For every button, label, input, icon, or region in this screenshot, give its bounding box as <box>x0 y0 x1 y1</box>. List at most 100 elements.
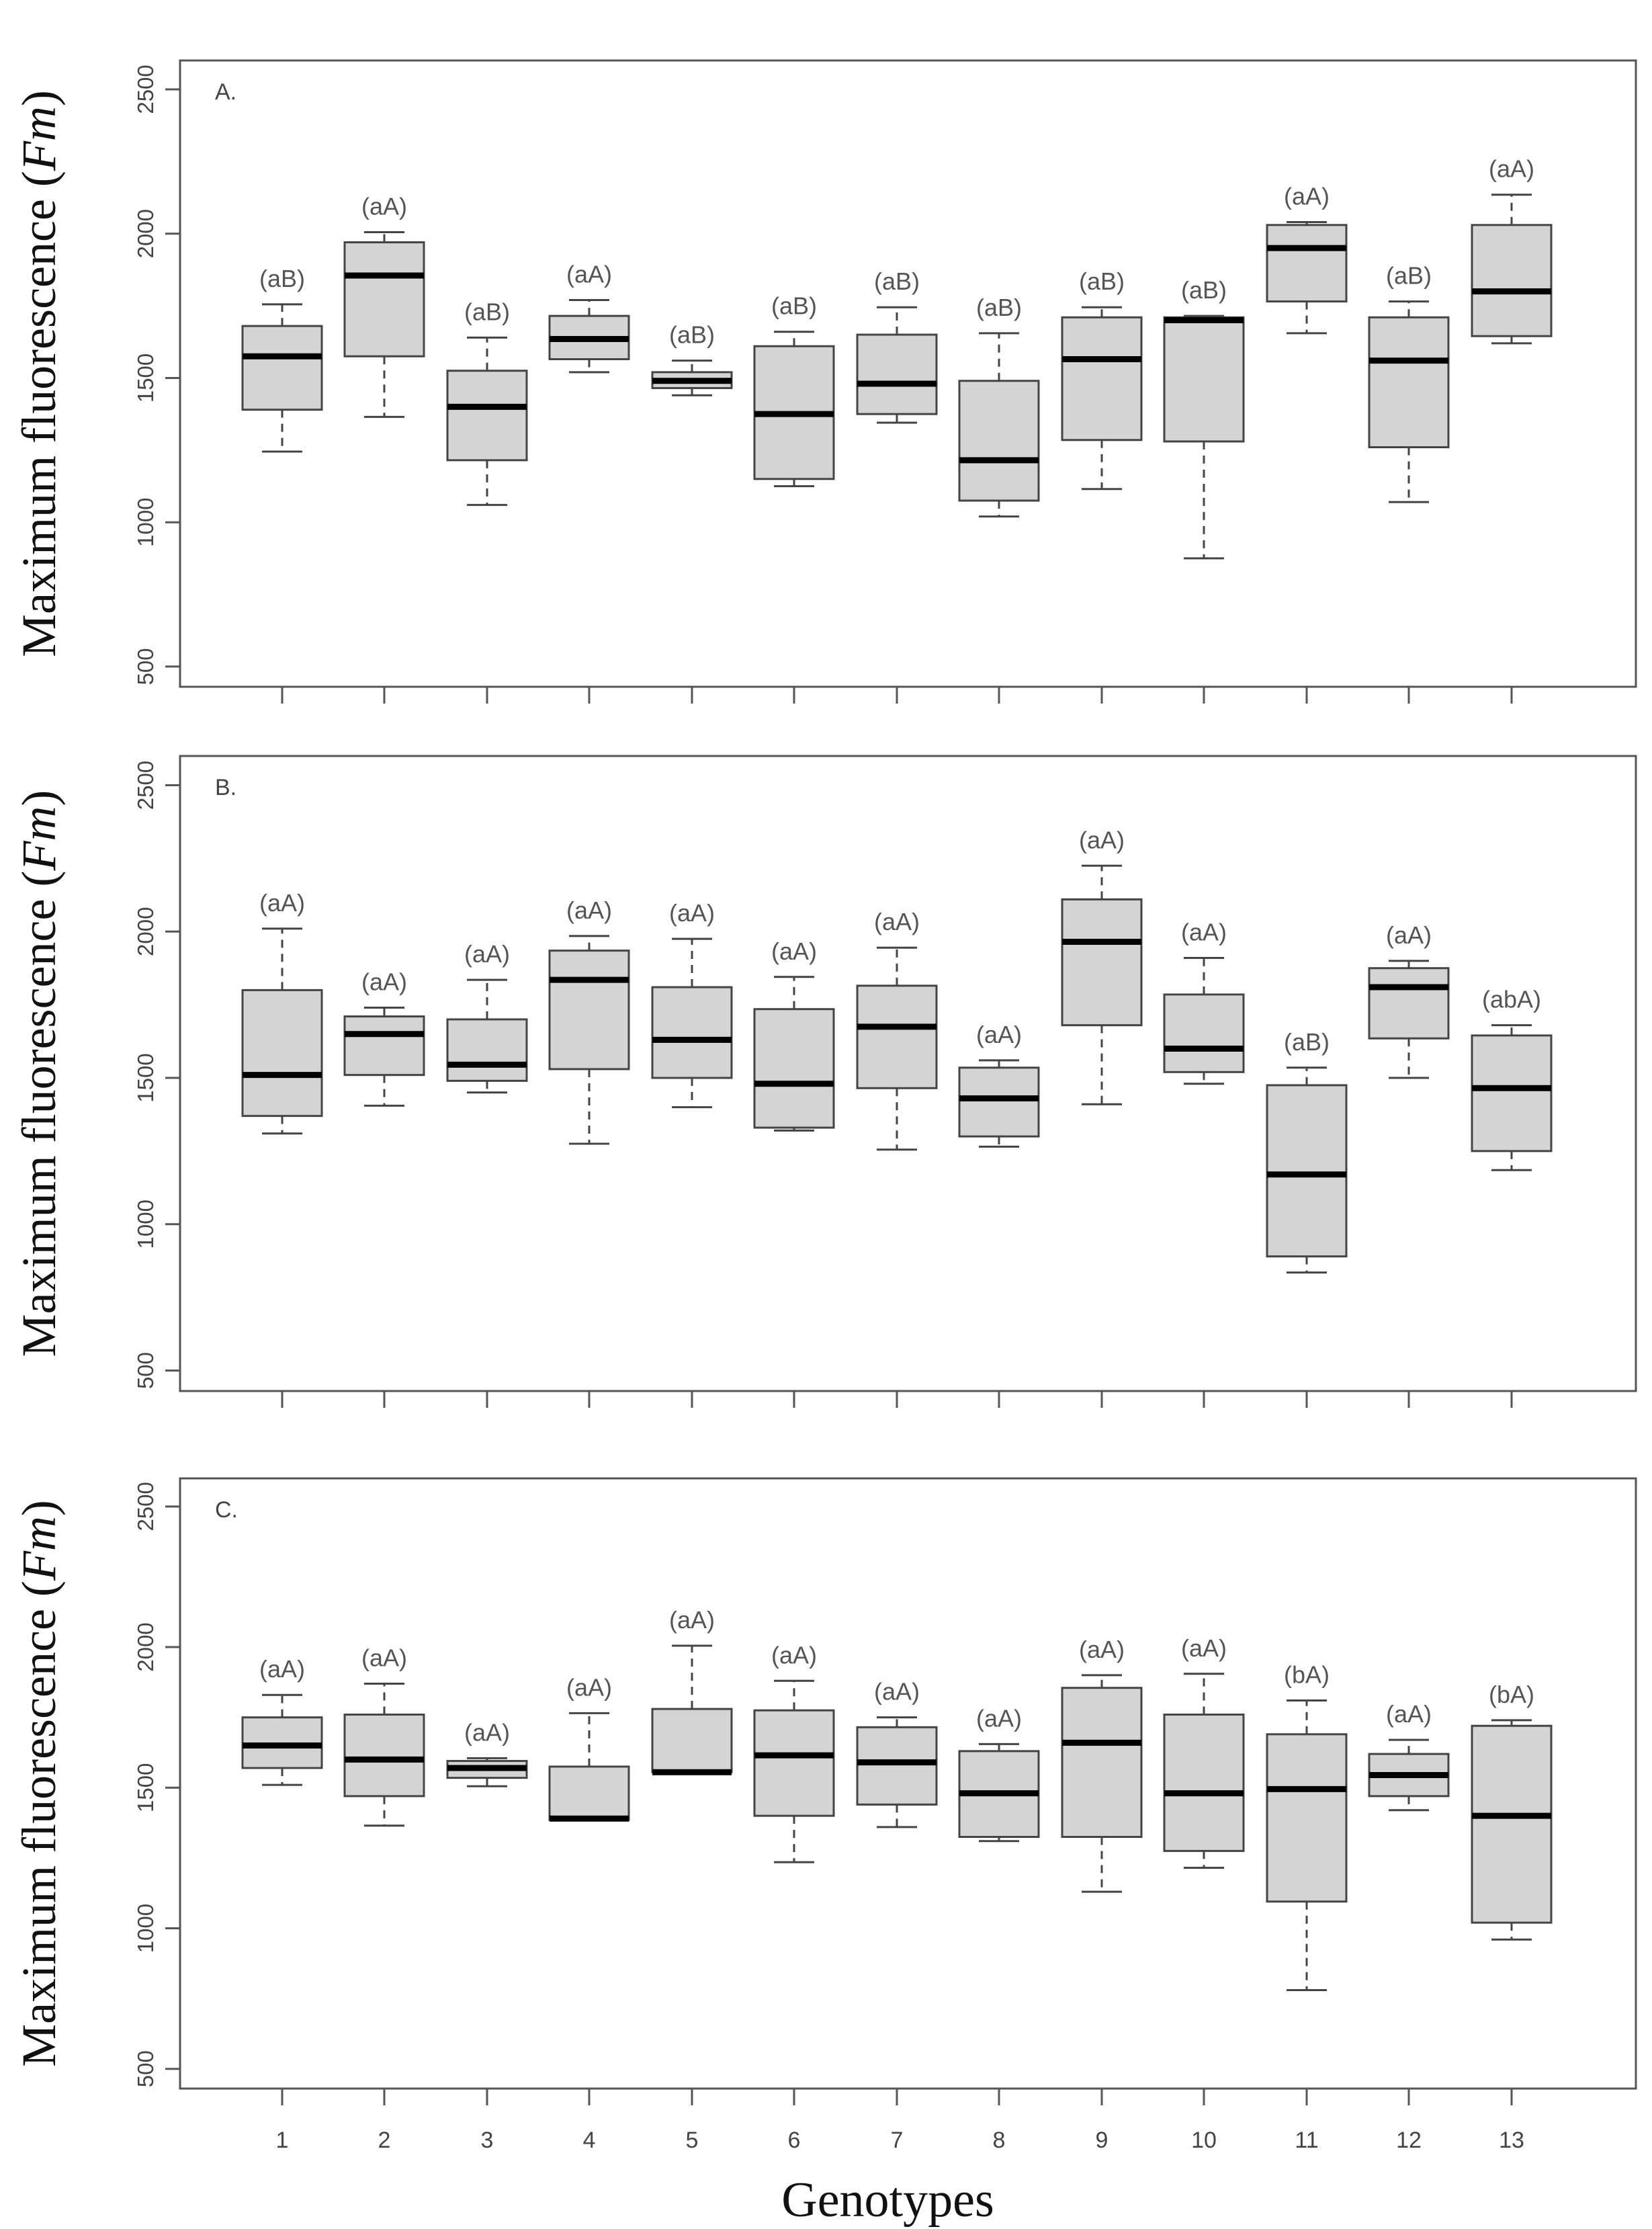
y-tick-label: 2000 <box>133 907 158 956</box>
significance-label: (aB) <box>1079 267 1125 295</box>
box-genotype-12: (aB) <box>1368 262 1450 503</box>
box-genotype-5: (aA) <box>651 899 733 1109</box>
box-genotype-9: (aA) <box>1061 826 1143 1105</box>
significance-label: (aA) <box>1181 918 1227 945</box>
box-genotype-3: (aB) <box>446 298 528 506</box>
y-axis-title: Maximum fluorescence (Fm) <box>12 1500 66 2067</box>
significance-label: (aA) <box>1386 921 1432 949</box>
significance-label: (aB) <box>874 267 920 295</box>
iqr-box <box>1061 1687 1143 1839</box>
iqr-box <box>1471 224 1553 337</box>
x-tick-label: 3 <box>481 2128 494 2153</box>
significance-label: (aA) <box>1079 1636 1125 1663</box>
y-tick-label: 1000 <box>133 1904 158 1953</box>
panel-label: B. <box>215 775 236 800</box>
box-genotype-1: (aA) <box>241 1655 323 1786</box>
significance-label: (aA) <box>669 1606 715 1634</box>
iqr-box <box>548 950 630 1070</box>
x-tick-label: 11 <box>1295 2128 1318 2153</box>
x-tick-label: 1 <box>276 2128 289 2153</box>
box-genotype-11: (aB) <box>1266 1028 1348 1274</box>
significance-label: (aB) <box>771 292 817 320</box>
y-tick-label: 1000 <box>133 497 158 546</box>
box-genotype-13: (abA) <box>1471 986 1553 1171</box>
box-genotype-2: (aA) <box>343 1644 425 1827</box>
iqr-box <box>856 984 938 1089</box>
iqr-box <box>548 1765 630 1821</box>
y-axis-title-text: Maximum fluorescence ( <box>12 871 66 1357</box>
box-genotype-13: (aA) <box>1471 155 1553 345</box>
box-genotype-10: (aA) <box>1163 1634 1245 1869</box>
y-tick-label: 1500 <box>133 1763 158 1812</box>
box-genotype-2: (aA) <box>343 193 425 418</box>
y-tick-label: 500 <box>133 2050 158 2087</box>
significance-label: (aA) <box>361 1644 407 1671</box>
significance-label: (aB) <box>259 265 305 292</box>
box-genotype-12: (aA) <box>1368 1700 1450 1812</box>
y-tick-label: 1000 <box>133 1200 158 1249</box>
box-genotype-12: (aA) <box>1368 921 1450 1079</box>
iqr-box <box>1266 1084 1348 1258</box>
iqr-box <box>651 986 733 1079</box>
box-genotype-2: (aA) <box>343 968 425 1107</box>
plot-frame <box>179 1477 1637 2090</box>
significance-label: (aA) <box>874 908 920 935</box>
box-genotype-11: (aA) <box>1266 183 1348 335</box>
box-genotype-7: (aA) <box>856 908 938 1151</box>
x-axis-title: Genotypes <box>781 2173 994 2228</box>
y-tick-label: 2500 <box>133 761 158 810</box>
box-genotype-11: (bA) <box>1266 1661 1348 1992</box>
iqr-box <box>446 370 528 462</box>
panel-label: C. <box>215 1497 238 1523</box>
x-tick-label: 9 <box>1096 2128 1108 2153</box>
box-genotype-6: (aA) <box>753 1641 835 1863</box>
y-tick-label: 1500 <box>133 1053 158 1102</box>
iqr-box <box>241 325 323 411</box>
plot-frame <box>179 59 1637 688</box>
x-tick-label: 8 <box>993 2128 1006 2153</box>
iqr-box <box>1266 224 1348 303</box>
iqr-box <box>343 1713 425 1798</box>
iqr-box <box>856 333 938 415</box>
iqr-box <box>446 1018 528 1082</box>
y-axis-title: Maximum fluorescence (Fm) <box>12 790 66 1357</box>
iqr-box <box>1368 967 1450 1040</box>
box-genotype-8: (aA) <box>958 1021 1040 1148</box>
box-genotype-10: (aA) <box>1163 918 1245 1085</box>
iqr-box <box>651 1708 733 1773</box>
iqr-box <box>343 1015 425 1077</box>
x-tick-label: 5 <box>686 2128 699 2153</box>
iqr-box <box>1266 1733 1348 1903</box>
y-axis-title-close: ) <box>12 790 66 806</box>
iqr-box <box>1163 993 1245 1073</box>
box-genotype-7: (aA) <box>856 1678 938 1828</box>
box-genotype-4: (aA) <box>548 896 630 1145</box>
box-genotype-6: (aB) <box>753 292 835 488</box>
box-genotype-5: (aA) <box>651 1606 733 1775</box>
significance-label: (aA) <box>361 193 407 220</box>
significance-label: (aB) <box>464 298 510 325</box>
x-tick-label: 12 <box>1396 2128 1422 2153</box>
iqr-box <box>1061 316 1143 441</box>
iqr-box <box>1163 316 1245 443</box>
significance-label: (aA) <box>259 1655 305 1683</box>
significance-label: (aA) <box>976 1704 1022 1732</box>
significance-label: (aA) <box>1181 1634 1227 1662</box>
iqr-box <box>958 1066 1040 1138</box>
box-genotype-10: (aB) <box>1163 276 1245 560</box>
iqr-box <box>753 1709 835 1817</box>
box-genotype-5: (aB) <box>651 321 733 396</box>
x-tick-label: 10 <box>1191 2128 1217 2153</box>
x-tick-label: 7 <box>891 2128 904 2153</box>
significance-label: (aA) <box>566 896 612 924</box>
significance-label: (bA) <box>1284 1661 1330 1689</box>
box-genotype-4: (aA) <box>548 260 630 374</box>
iqr-box <box>1368 316 1450 449</box>
x-tick-label: 6 <box>788 2128 801 2153</box>
y-axis-title-italic: Fm <box>12 1516 66 1581</box>
panel-label: A. <box>215 79 236 105</box>
significance-label: (bA) <box>1489 1681 1534 1708</box>
significance-label: (abA) <box>1482 986 1541 1013</box>
iqr-box <box>241 989 323 1118</box>
